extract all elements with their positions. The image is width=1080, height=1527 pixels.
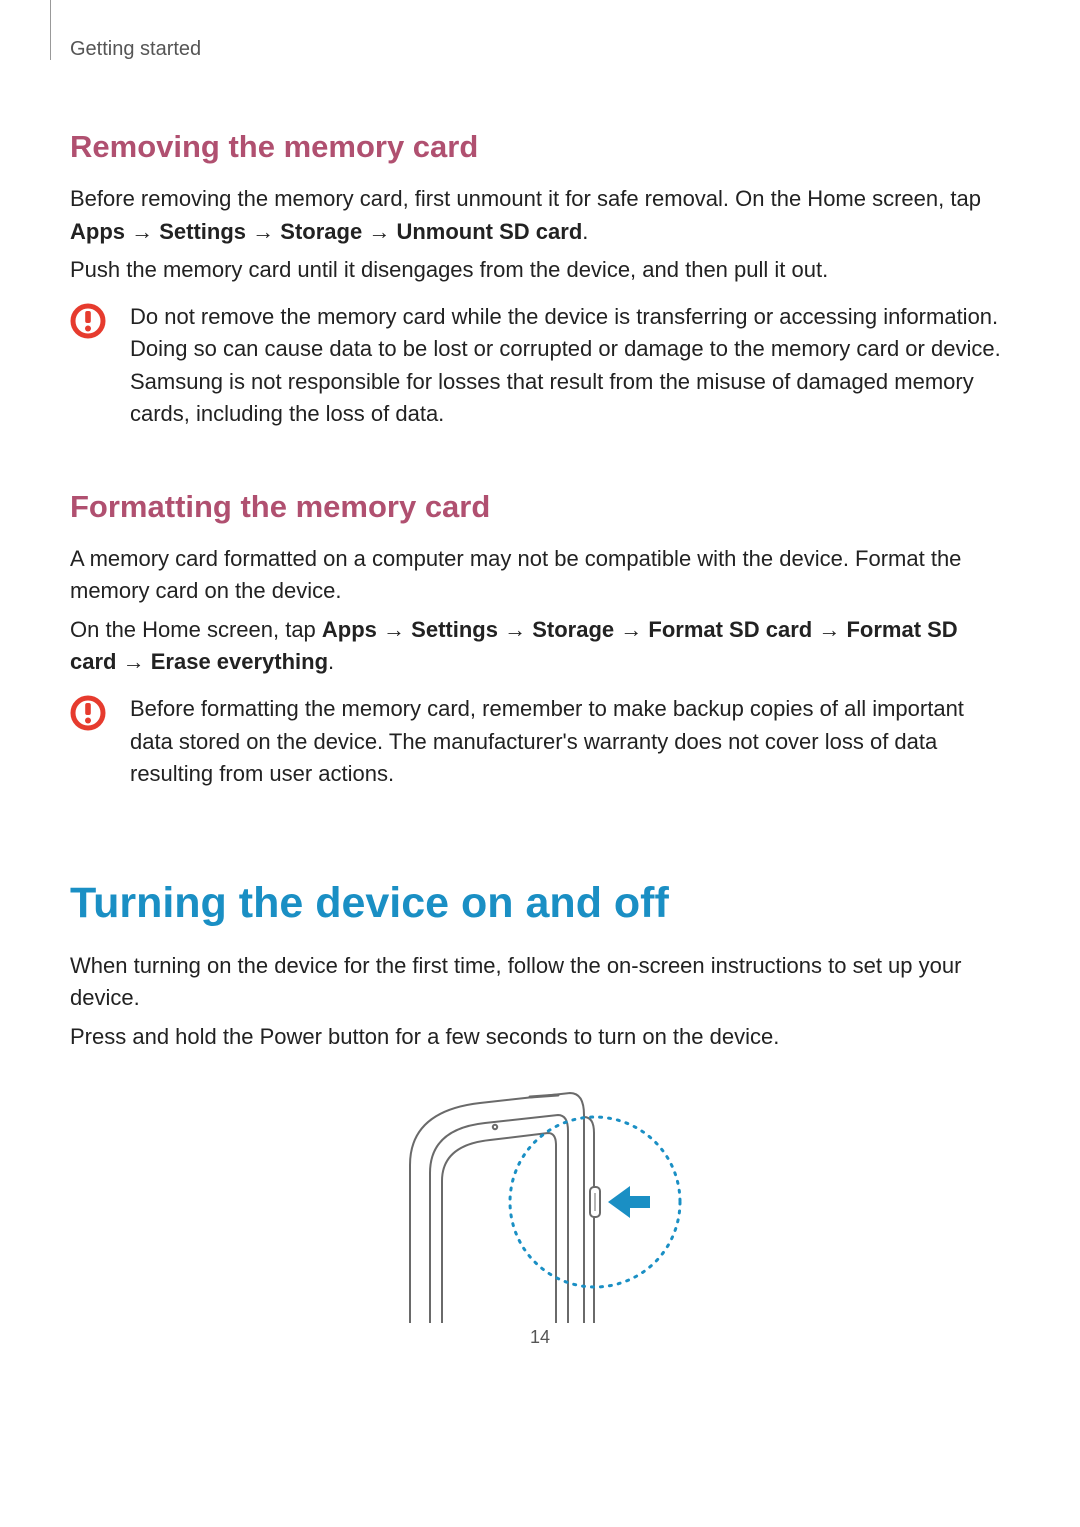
bold-settings: Settings xyxy=(411,617,498,642)
bold-apps: Apps xyxy=(322,617,377,642)
arrow-icon: → xyxy=(383,617,411,642)
power-button-diagram xyxy=(70,1083,1010,1328)
s2-paragraph2: On the Home screen, tap Apps → Settings … xyxy=(70,614,1010,679)
page-content: Getting started Removing the memory card… xyxy=(0,0,1080,1368)
caution-icon xyxy=(70,695,106,736)
arrow-icon: → xyxy=(818,617,846,642)
s3-paragraph2: Press and hold the Power button for a fe… xyxy=(70,1021,1010,1054)
arrow-icon: → xyxy=(368,219,396,244)
s3-paragraph1: When turning on the device for the first… xyxy=(70,950,1010,1015)
arrow-icon: → xyxy=(504,617,532,642)
header-section-label: Getting started xyxy=(70,0,1010,61)
s1-paragraph2: Push the memory card until it disengages… xyxy=(70,254,1010,287)
page-number: 14 xyxy=(0,1327,1080,1348)
text: On the Home screen, tap xyxy=(70,617,322,642)
bold-unmount: Unmount SD card xyxy=(396,219,582,244)
bold-apps: Apps xyxy=(70,219,125,244)
caution-callout: Do not remove the memory card while the … xyxy=(70,301,1010,431)
caution-text: Before formatting the memory card, remem… xyxy=(130,693,1010,791)
bold-storage: Storage xyxy=(532,617,614,642)
text: . xyxy=(582,219,588,244)
bold-storage: Storage xyxy=(280,219,362,244)
arrow-icon: → xyxy=(131,219,159,244)
heading-removing-card: Removing the memory card xyxy=(70,129,1010,165)
heading-turning-on-off: Turning the device on and off xyxy=(70,879,1010,928)
bold-format1: Format SD card xyxy=(648,617,812,642)
caution-icon xyxy=(70,303,106,344)
text: Before removing the memory card, first u… xyxy=(70,186,981,211)
bold-settings: Settings xyxy=(159,219,246,244)
arrow-icon: → xyxy=(620,617,648,642)
s1-paragraph1: Before removing the memory card, first u… xyxy=(70,183,1010,248)
caution-callout: Before formatting the memory card, remem… xyxy=(70,693,1010,791)
arrow-icon: → xyxy=(252,219,280,244)
bold-erase: Erase everything xyxy=(151,649,328,674)
heading-formatting-card: Formatting the memory card xyxy=(70,489,1010,525)
s2-paragraph1: A memory card formatted on a computer ma… xyxy=(70,543,1010,608)
caution-text: Do not remove the memory card while the … xyxy=(130,301,1010,431)
text: . xyxy=(328,649,334,674)
arrow-icon: → xyxy=(123,649,151,674)
